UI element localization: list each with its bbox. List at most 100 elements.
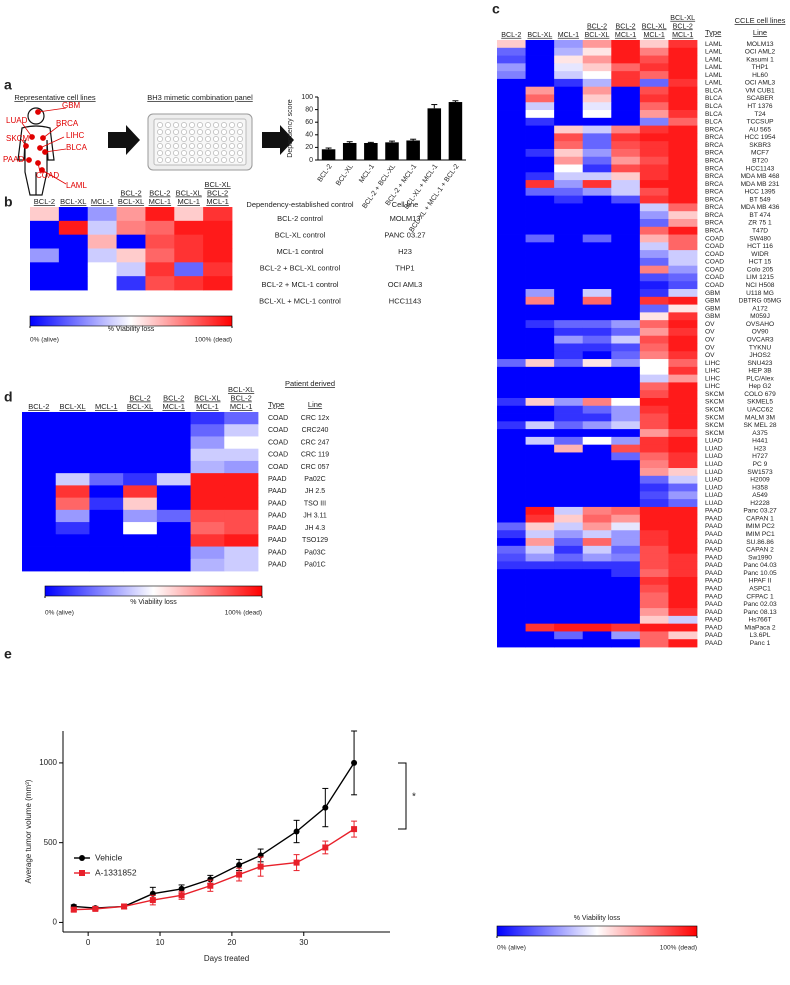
heatmap-cell [22, 448, 57, 462]
row-label: Panc 02.03 [743, 601, 777, 608]
row-label: MOLM13 [746, 41, 773, 48]
heatmap-cell [156, 473, 191, 486]
y-tick-label: 100 [301, 94, 313, 101]
heatmap-cell [525, 250, 555, 259]
heatmap-cell [668, 397, 698, 407]
heatmap-cell [668, 273, 698, 282]
row-label: PAAD [705, 593, 723, 600]
row-label: PC 9 [753, 461, 768, 468]
heatmap-cell [582, 514, 612, 523]
heatmap-cell [639, 156, 669, 165]
heatmap-cell [554, 102, 584, 111]
heatmap-cell [582, 343, 612, 352]
row-label: IMIM PC2 [745, 523, 775, 530]
y-axis-label: Dependency score [287, 99, 294, 157]
heatmap-cell [668, 327, 698, 337]
column-label: BCL-XL [194, 393, 220, 402]
heatmap-cell [525, 156, 555, 165]
row-label: PAAD [705, 523, 723, 530]
heatmap-cell [30, 207, 60, 222]
heatmap-cell [611, 226, 641, 235]
heatmap-cell [497, 172, 526, 181]
point [92, 905, 99, 912]
heatmap-cell [525, 631, 555, 640]
heatmap-cell [554, 444, 584, 453]
column-label: MCL-1 [196, 402, 219, 411]
row-label: T24 [754, 111, 766, 118]
legend-label: A-1331852 [95, 867, 137, 877]
heatmap-cell [224, 460, 259, 474]
row-label: PAAD [705, 578, 723, 585]
heatmap-cell [497, 47, 526, 56]
heatmap-cell [224, 485, 259, 499]
heatmap-cell [224, 497, 259, 511]
heatmap-cell [525, 218, 555, 228]
well [229, 136, 235, 142]
heatmap-cell [156, 424, 191, 437]
row-label: CFPAC 1 [746, 593, 774, 600]
row-label: PAAD [705, 585, 723, 592]
heatmap-cell [525, 483, 555, 492]
heatmap-cell [497, 631, 526, 640]
heatmap-cell [554, 125, 584, 134]
heatmap-cell [582, 335, 612, 344]
heatmap-cell [582, 226, 612, 235]
heatmap-cell [89, 497, 124, 511]
tumor-dots [21, 107, 67, 185]
heatmap-cell [582, 40, 612, 49]
heatmap-cell [668, 265, 698, 274]
row-text-title: CCLE cell lines [735, 16, 786, 25]
heatmap-cell [582, 553, 612, 562]
column-label: BCL-XL [118, 197, 144, 206]
row-header: Line [308, 400, 322, 409]
heatmap-cell [497, 234, 526, 243]
heatmap-cell [639, 343, 669, 352]
heatmap-cell [639, 133, 669, 142]
heatmap-cell [497, 164, 526, 173]
body-diagram [17, 107, 55, 196]
heatmap-cell [668, 86, 698, 95]
heatmap-cell [203, 207, 233, 222]
heatmap-cell [497, 180, 526, 189]
heatmap-cell [497, 608, 526, 617]
column-label: BCL-XL [59, 402, 85, 411]
heatmap-cell [668, 226, 698, 235]
colorbar-label: 100% (dead) [660, 945, 697, 952]
heatmap-cell [174, 207, 204, 222]
row-label: LAML [705, 49, 723, 56]
heatmap-cell [639, 584, 669, 593]
row-label: MCF7 [751, 150, 769, 157]
heatmap-cell [497, 576, 526, 586]
heatmap-cell [525, 304, 555, 313]
heatmap-cell [639, 86, 669, 95]
row-label: BRCA [705, 173, 724, 180]
column-label: BCL-XL [127, 402, 153, 411]
heatmap-cell [554, 141, 584, 150]
heatmap-cell [554, 257, 584, 267]
heatmap-cell [116, 234, 146, 249]
annotation: * [412, 792, 416, 803]
heatmap-cell [123, 509, 158, 523]
heatmap-cell [22, 534, 57, 547]
row-label: PAAD [705, 547, 723, 554]
heatmap-cell [582, 156, 612, 165]
heatmap-cell [611, 141, 641, 150]
point [257, 863, 264, 870]
heatmap-cell [554, 561, 584, 570]
well [197, 122, 203, 128]
row-label: H23 [398, 247, 412, 256]
heatmap-cell [554, 569, 584, 578]
heatmap-cell [611, 483, 641, 492]
row-label: COAD [705, 243, 724, 250]
heatmap-cell [582, 250, 612, 259]
heatmap-cell [525, 506, 555, 516]
row-label: BRCA [705, 189, 724, 196]
heatmap-cell [668, 600, 698, 609]
row-label: PAAD [268, 537, 287, 544]
heatmap-cell [639, 110, 669, 119]
colorbar [44, 585, 263, 597]
point [178, 892, 185, 899]
left-title: Representative cell lines [14, 93, 96, 102]
heatmap-cell [582, 312, 612, 321]
heatmap-cell [668, 40, 698, 49]
